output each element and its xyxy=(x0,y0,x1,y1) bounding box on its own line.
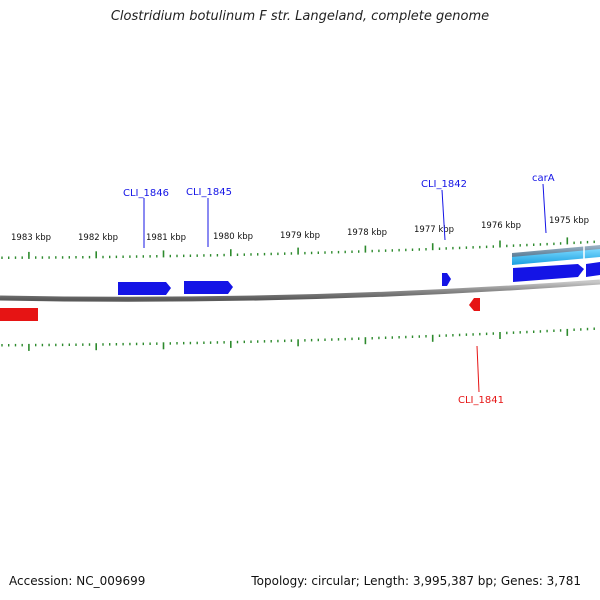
gene-leader-lines xyxy=(143,183,547,393)
gene-label-cli-1846[interactable]: CLI_1846 xyxy=(123,188,169,199)
outer-tick-track xyxy=(1,237,595,259)
gene-label-cli-1845[interactable]: CLI_1845 xyxy=(186,187,232,198)
tick-label-1978: 1978 kbp xyxy=(347,228,387,238)
leader-line-cli-1842 xyxy=(441,189,446,241)
gene-feature-cara[interactable] xyxy=(513,264,584,282)
genome-stats-text: Topology: circular; Length: 3,995,387 bp… xyxy=(251,574,581,588)
leader-line-cara xyxy=(542,183,547,234)
accession-text: Accession: NC_009699 xyxy=(9,574,146,588)
tick-label-1975: 1975 kbp xyxy=(549,216,589,226)
tick-label-1982: 1982 kbp xyxy=(78,233,118,243)
inner-tick-track xyxy=(1,327,595,351)
tick-label-1980: 1980 kbp xyxy=(213,232,253,242)
gene-label-cli-1841[interactable]: CLI_1841 xyxy=(458,395,504,406)
tick-label-1981: 1981 kbp xyxy=(146,233,186,243)
gene-label-cli-1842[interactable]: CLI_1842 xyxy=(421,179,467,190)
gene-labels: CLI_1846 CLI_1845 CLI_1842 carA CLI_1841 xyxy=(123,173,555,406)
gene-feature-cara-next[interactable] xyxy=(586,262,600,277)
tick-label-1979: 1979 kbp xyxy=(280,231,320,241)
genome-backbone xyxy=(0,279,600,302)
gene-feature-cli-1845[interactable] xyxy=(184,281,233,294)
tick-labels: 1983 kbp 1982 kbp 1981 kbp 1980 kbp 1979… xyxy=(11,216,589,243)
gene-label-cara[interactable]: carA xyxy=(532,173,555,184)
gene-feature-cli-1846[interactable] xyxy=(118,282,171,295)
gene-feature-cli-1842[interactable] xyxy=(442,273,451,286)
gene-feature-reverse-left[interactable] xyxy=(0,308,38,321)
feature-band-cyan xyxy=(512,249,600,265)
tick-label-1977: 1977 kbp xyxy=(414,225,454,235)
tick-label-1983: 1983 kbp xyxy=(11,233,51,243)
gene-feature-cli-1841[interactable] xyxy=(469,298,480,311)
tick-label-1976: 1976 kbp xyxy=(481,221,521,231)
leader-line-cli-1841 xyxy=(476,345,480,393)
map-title: Clostridium botulinum F str. Langeland, … xyxy=(110,9,490,24)
